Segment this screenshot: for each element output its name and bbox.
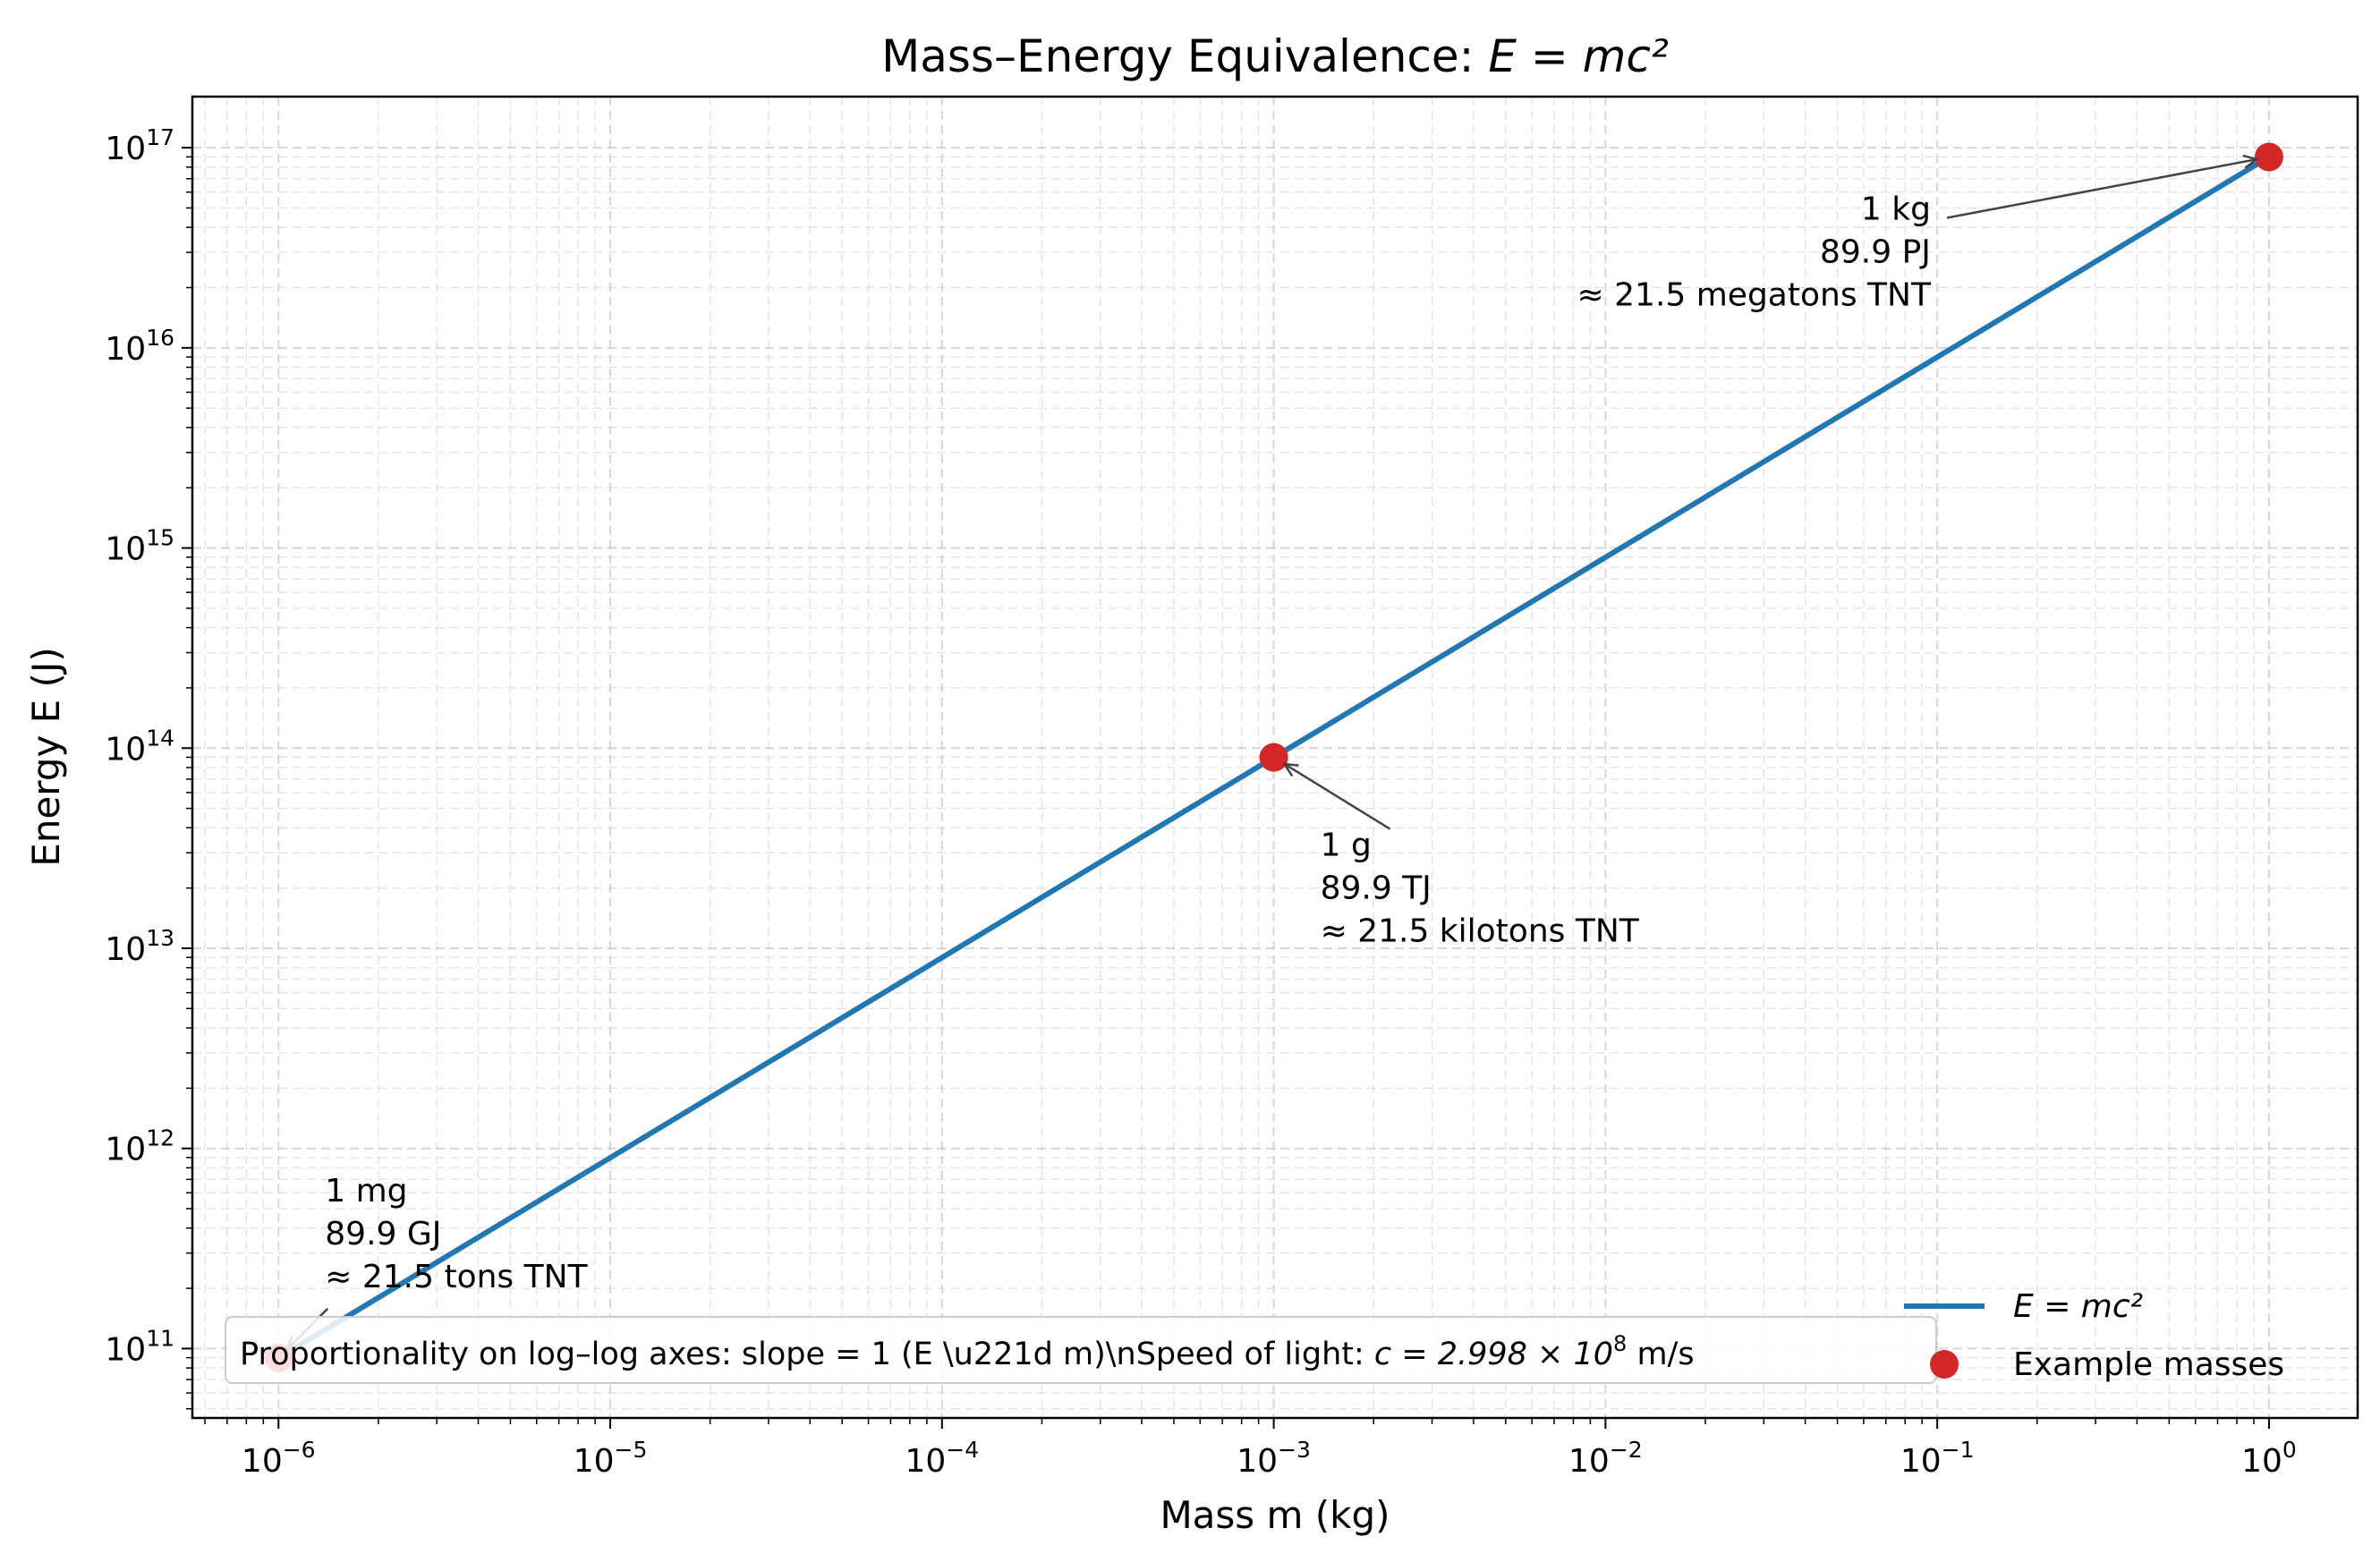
x-tick-label: 10−6 xyxy=(242,1437,316,1480)
annotation-line: 89.9 GJ xyxy=(325,1216,441,1252)
legend-scatter-swatch xyxy=(1930,1350,1959,1379)
info-box-frame xyxy=(225,1316,1937,1384)
annotation-arrow xyxy=(1283,762,1391,830)
x-axis-label: Mass m (kg) xyxy=(1160,1493,1390,1537)
y-tick-label: 1015 xyxy=(105,525,174,568)
y-tick-label: 1016 xyxy=(105,325,174,368)
y-tick-label: 1014 xyxy=(105,725,174,768)
x-tick-label: 10−4 xyxy=(905,1437,979,1480)
tick-labels: 10−6 10−5 10−4 10−3 10−2 10−1 100 1011 1012 1013 1… xyxy=(105,124,2296,1480)
chart-title-math: E = mc² xyxy=(1488,30,1669,82)
annotations: 1 mg 89.9 GJ ≈ 21.5 tons TNT 1 g 89.9 TJ ≈ 21… xyxy=(285,154,2260,1351)
info-box-text: Proportionality on log–log axes: slope =… xyxy=(240,1331,1695,1372)
annotation-line: 1 g xyxy=(1321,828,1372,864)
x-tick-label: 100 xyxy=(2241,1437,2297,1480)
legend-label-scatter: Example masses xyxy=(2013,1346,2284,1383)
y-tick-label: 1017 xyxy=(105,124,174,167)
grid-minor xyxy=(192,97,2358,1418)
annotation-arrowhead xyxy=(1282,762,1299,777)
y-axis-label: Energy E (J) xyxy=(24,647,68,866)
annotation-arrow xyxy=(1946,157,2257,219)
x-tick-label: 10−5 xyxy=(574,1437,648,1480)
chart-title: Mass–Energy Equivalence: E = mc² xyxy=(881,30,1669,82)
annotation-line: ≈ 21.5 tons TNT xyxy=(325,1259,588,1295)
legend-label-line: E = mc² xyxy=(2013,1288,2143,1325)
x-tick-label: 10−2 xyxy=(1568,1437,1643,1480)
x-tick-label: 10−3 xyxy=(1237,1437,1311,1480)
y-tick-label: 1013 xyxy=(105,925,174,968)
annotation-arrowhead xyxy=(2242,154,2260,169)
annotation-line: ≈ 21.5 megatons TNT xyxy=(1577,276,1932,313)
y-tick-label: 1011 xyxy=(105,1325,174,1368)
annotation-line: 89.9 TJ xyxy=(1321,870,1432,907)
x-tick-label: 10−1 xyxy=(1900,1437,1975,1480)
scatter-point xyxy=(2254,142,2283,172)
annotation-line: ≈ 21.5 kilotons TNT xyxy=(1321,913,1640,950)
annotation-line: 1 mg xyxy=(325,1173,407,1210)
annotation-line: 1 kg xyxy=(1861,191,1931,227)
scatter-point xyxy=(1259,743,1288,772)
legend: E = mc² Example masses xyxy=(1904,1288,2284,1383)
y-tick-label: 1012 xyxy=(105,1125,174,1168)
ticks xyxy=(182,147,2270,1429)
info-box: Proportionality on log–log axes: slope =… xyxy=(225,1316,1937,1384)
annotation-line: 89.9 PJ xyxy=(1820,233,1931,270)
